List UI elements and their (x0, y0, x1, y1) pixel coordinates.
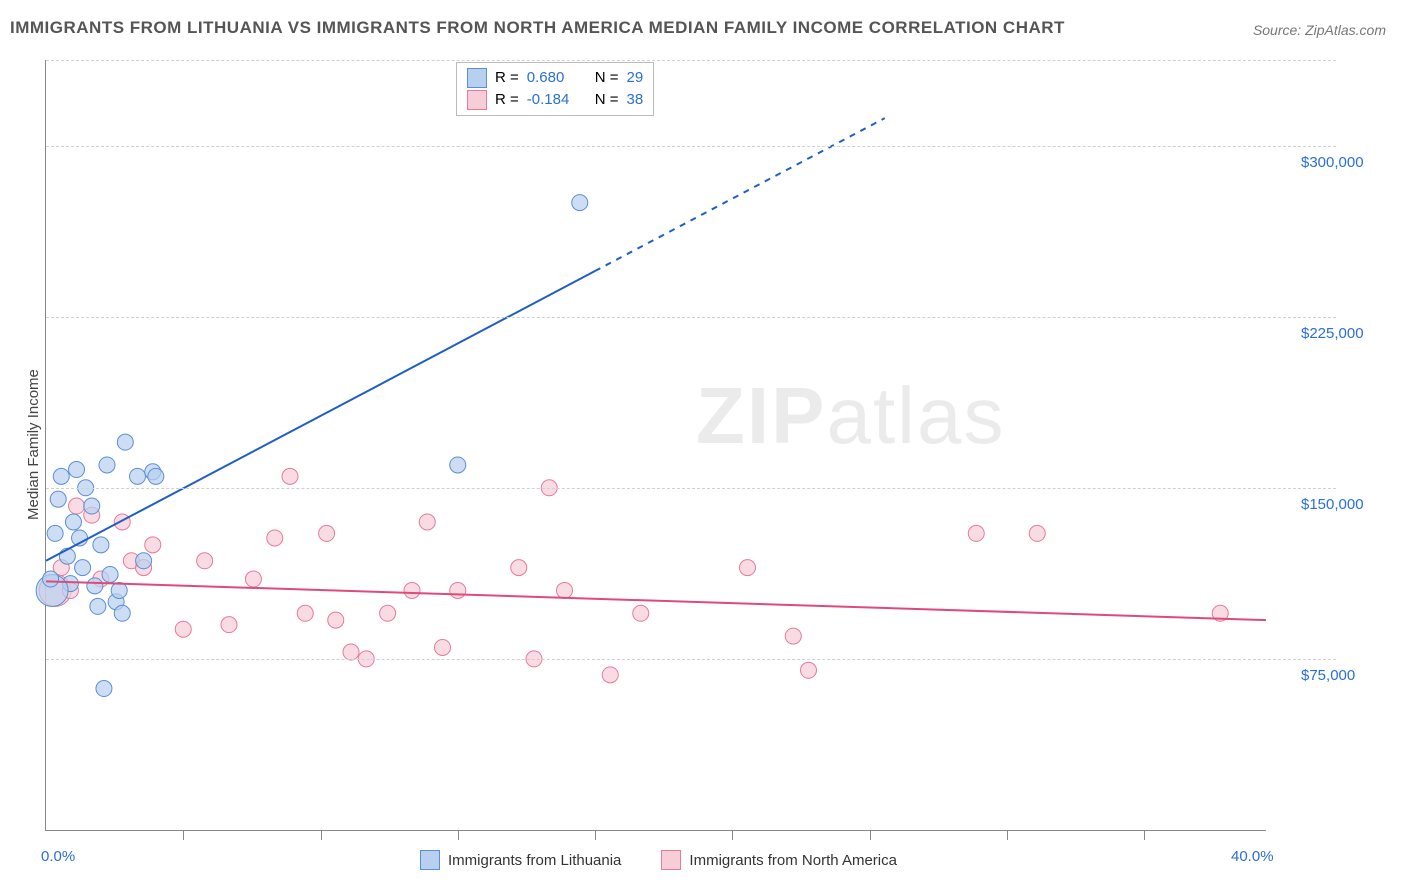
trendline-blue-dashed (595, 118, 885, 271)
scatter-point-pink (380, 605, 396, 621)
r-label-pink: R = (495, 89, 519, 111)
r-value-blue: 0.680 (527, 67, 587, 89)
legend-label-blue: Immigrants from Lithuania (448, 852, 621, 869)
scatter-point-blue (53, 468, 69, 484)
scatter-point-blue (102, 566, 118, 582)
scatter-point-blue (50, 491, 66, 507)
scatter-point-pink (145, 537, 161, 553)
y-tick-label: $150,000 (1301, 496, 1364, 513)
scatter-point-blue (450, 457, 466, 473)
y-tick-label: $225,000 (1301, 325, 1364, 342)
scatter-point-blue (117, 434, 133, 450)
stats-row-pink: R = -0.184 N = 38 (467, 89, 643, 111)
gridline-h-top (46, 60, 1336, 61)
n-label-pink: N = (595, 89, 619, 111)
scatter-point-pink (968, 525, 984, 541)
r-value-pink: -0.184 (527, 89, 587, 111)
scatter-point-blue (84, 498, 100, 514)
scatter-point-blue (136, 553, 152, 569)
scatter-point-pink (435, 639, 451, 655)
stats-row-blue: R = 0.680 N = 29 (467, 67, 643, 89)
x-tick (1007, 830, 1008, 840)
scatter-point-pink (69, 498, 85, 514)
swatch-pink-icon (661, 850, 681, 870)
scatter-point-blue (114, 605, 130, 621)
n-value-blue: 29 (627, 67, 644, 89)
scatter-point-pink (328, 612, 344, 628)
y-axis-title: Median Family Income (25, 369, 42, 520)
scatter-point-pink (557, 582, 573, 598)
scatter-point-pink (801, 662, 817, 678)
x-tick-label: 0.0% (41, 848, 75, 865)
scatter-point-blue (572, 195, 588, 211)
x-tick (321, 830, 322, 840)
scatter-point-pink (343, 644, 359, 660)
source-label: Source: ZipAtlas.com (1253, 22, 1386, 38)
scatter-point-pink (404, 582, 420, 598)
scatter-point-pink (785, 628, 801, 644)
scatter-point-blue (47, 525, 63, 541)
scatter-point-pink (602, 667, 618, 683)
x-tick (183, 830, 184, 840)
n-value-pink: 38 (627, 89, 644, 111)
scatter-point-pink (319, 525, 335, 541)
scatter-point-pink (175, 621, 191, 637)
plot-area: ZIPatlas R = 0.680 N = 29 R = -0.184 N =… (45, 60, 1266, 831)
r-label-blue: R = (495, 67, 519, 89)
legend-label-pink: Immigrants from North America (689, 852, 897, 869)
gridline-h (46, 146, 1336, 147)
scatter-point-blue (69, 462, 85, 478)
scatter-point-pink (419, 514, 435, 530)
stats-legend: R = 0.680 N = 29 R = -0.184 N = 38 (456, 62, 654, 116)
scatter-point-pink (511, 560, 527, 576)
x-tick-label: 40.0% (1231, 848, 1274, 865)
scatter-point-pink (245, 571, 261, 587)
scatter-point-pink (197, 553, 213, 569)
scatter-point-blue (148, 468, 164, 484)
scatter-point-blue (75, 560, 91, 576)
bottom-legend: Immigrants from Lithuania Immigrants fro… (420, 850, 897, 870)
x-tick (1144, 830, 1145, 840)
scatter-point-pink (297, 605, 313, 621)
swatch-pink-icon (467, 90, 487, 110)
scatter-point-blue (99, 457, 115, 473)
scatter-point-blue (65, 514, 81, 530)
gridline-h (46, 659, 1336, 660)
x-tick (732, 830, 733, 840)
scatter-point-pink (740, 560, 756, 576)
scatter-point-blue (87, 578, 103, 594)
scatter-point-pink (450, 582, 466, 598)
chart-title: IMMIGRANTS FROM LITHUANIA VS IMMIGRANTS … (10, 18, 1065, 38)
gridline-h (46, 317, 1336, 318)
scatter-point-blue (111, 582, 127, 598)
gridline-h (46, 488, 1336, 489)
trendline-blue (46, 271, 595, 561)
swatch-blue-icon (467, 68, 487, 88)
scatter-point-pink (114, 514, 130, 530)
plot-svg (46, 60, 1266, 830)
scatter-point-blue (96, 681, 112, 697)
swatch-blue-icon (420, 850, 440, 870)
y-tick-label: $75,000 (1301, 667, 1355, 684)
scatter-point-pink (267, 530, 283, 546)
legend-item-pink: Immigrants from North America (661, 850, 897, 870)
legend-item-blue: Immigrants from Lithuania (420, 850, 621, 870)
scatter-point-pink (633, 605, 649, 621)
x-tick (595, 830, 596, 840)
scatter-point-pink (221, 617, 237, 633)
scatter-point-blue (90, 598, 106, 614)
scatter-point-pink (1029, 525, 1045, 541)
x-tick (458, 830, 459, 840)
x-tick (870, 830, 871, 840)
scatter-point-blue (43, 571, 59, 587)
y-tick-label: $300,000 (1301, 154, 1364, 171)
scatter-point-pink (282, 468, 298, 484)
scatter-point-blue (130, 468, 146, 484)
trendline-pink (46, 581, 1266, 620)
n-label-blue: N = (595, 67, 619, 89)
scatter-point-blue (93, 537, 109, 553)
